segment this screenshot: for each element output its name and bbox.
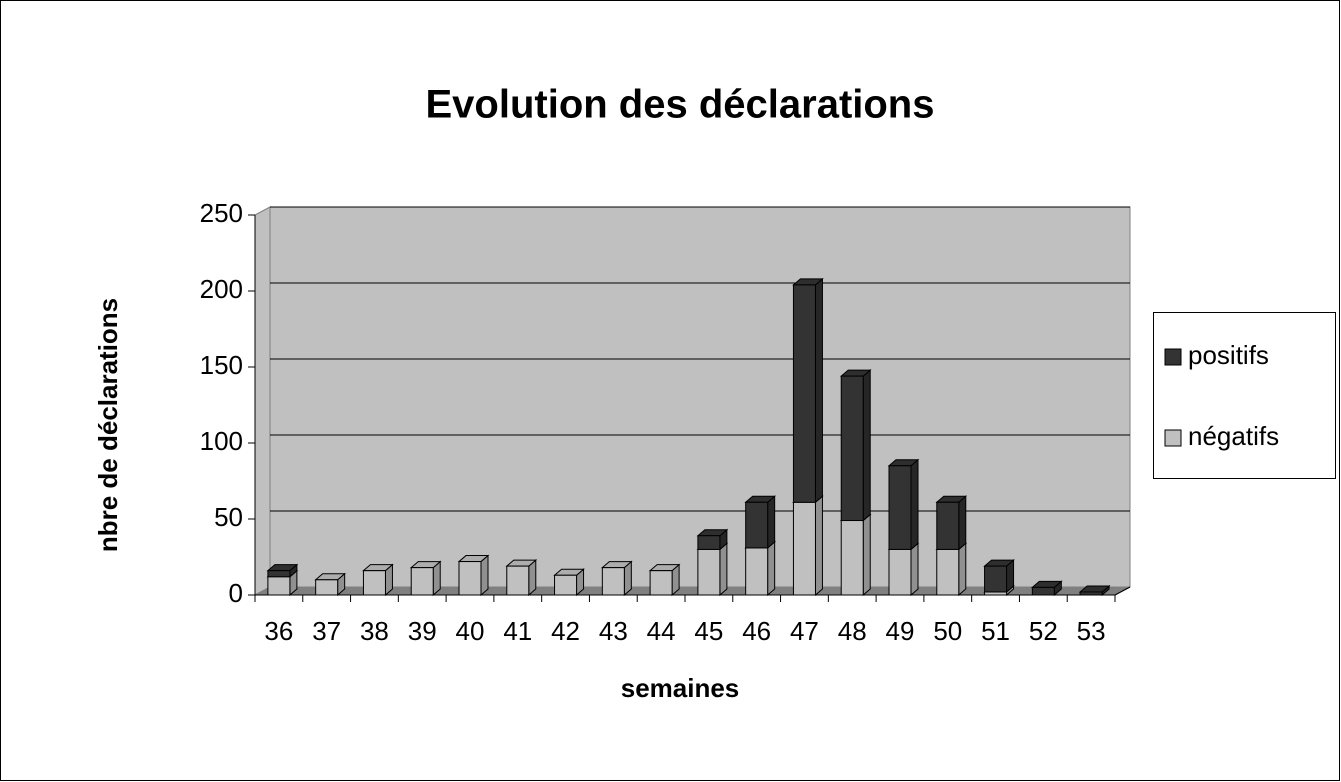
x-tick-label: 43	[599, 616, 628, 646]
x-tick-label: 51	[981, 616, 1010, 646]
bar	[1031, 586, 1055, 596]
x-tick-label: 39	[408, 616, 437, 646]
x-tick-label: 40	[456, 616, 485, 646]
bar	[458, 561, 482, 596]
legend-label: négatifs	[1188, 421, 1279, 451]
bar-side	[958, 495, 967, 551]
bar-side	[862, 369, 871, 522]
x-tick-label: 48	[838, 616, 867, 646]
bar	[745, 547, 769, 596]
x-tick-label: 47	[790, 616, 819, 646]
bar	[410, 567, 434, 596]
bar	[601, 567, 625, 596]
y-tick-label: 50	[214, 502, 243, 532]
bar-side	[910, 542, 919, 597]
legend-label: positifs	[1188, 340, 1269, 370]
bar	[267, 570, 291, 578]
x-tick-label: 37	[312, 616, 341, 646]
bar	[792, 284, 816, 503]
x-tick-label: 44	[647, 616, 676, 646]
bar	[840, 375, 864, 522]
bar	[792, 501, 816, 596]
bar	[984, 565, 1008, 593]
bar	[1079, 591, 1103, 596]
x-tick-label: 53	[1077, 616, 1106, 646]
bar	[936, 501, 960, 550]
bar	[315, 579, 339, 596]
y-tick-label: 250	[200, 198, 243, 228]
x-tick-label: 38	[360, 616, 389, 646]
bar	[506, 565, 530, 596]
x-tick-label: 42	[551, 616, 580, 646]
y-tick-label: 0	[229, 578, 243, 608]
bar-side	[814, 277, 823, 504]
bar	[362, 570, 386, 596]
x-tick-label: 52	[1029, 616, 1058, 646]
legend-box	[1153, 312, 1336, 479]
legend-swatch	[1164, 348, 1182, 366]
x-tick-label: 36	[264, 616, 293, 646]
x-tick-label: 50	[933, 616, 962, 646]
x-tick-label: 46	[742, 616, 771, 646]
bar	[267, 576, 291, 596]
bar-side	[719, 542, 728, 597]
x-tick-label: 49	[886, 616, 915, 646]
bar	[840, 520, 864, 596]
y-tick-label: 150	[200, 350, 243, 380]
y-tick-label: 200	[200, 274, 243, 304]
bar	[554, 574, 578, 596]
x-tick-label: 45	[694, 616, 723, 646]
bar	[697, 548, 721, 596]
chart-title: Evolution des déclarations	[425, 83, 934, 127]
bar	[888, 465, 912, 550]
y-tick-label: 100	[200, 426, 243, 456]
bar-side	[767, 495, 776, 549]
side-wall	[254, 206, 271, 596]
bar-side	[862, 513, 871, 597]
bar-side	[814, 495, 823, 597]
bar	[697, 535, 721, 550]
bar-side	[767, 540, 776, 597]
legend-swatch	[1164, 429, 1182, 447]
bar	[888, 548, 912, 596]
bar-side	[910, 458, 919, 551]
bar	[936, 548, 960, 596]
x-tick-label: 41	[503, 616, 532, 646]
bar	[745, 501, 769, 549]
y-axis-label: nbre de déclarations	[93, 298, 123, 552]
x-axis-label: semaines	[621, 673, 740, 703]
bar	[649, 570, 673, 596]
bar-side	[480, 554, 489, 597]
bar-side	[958, 542, 967, 597]
x-axis-end	[1114, 586, 1131, 596]
back-wall	[269, 206, 1131, 588]
